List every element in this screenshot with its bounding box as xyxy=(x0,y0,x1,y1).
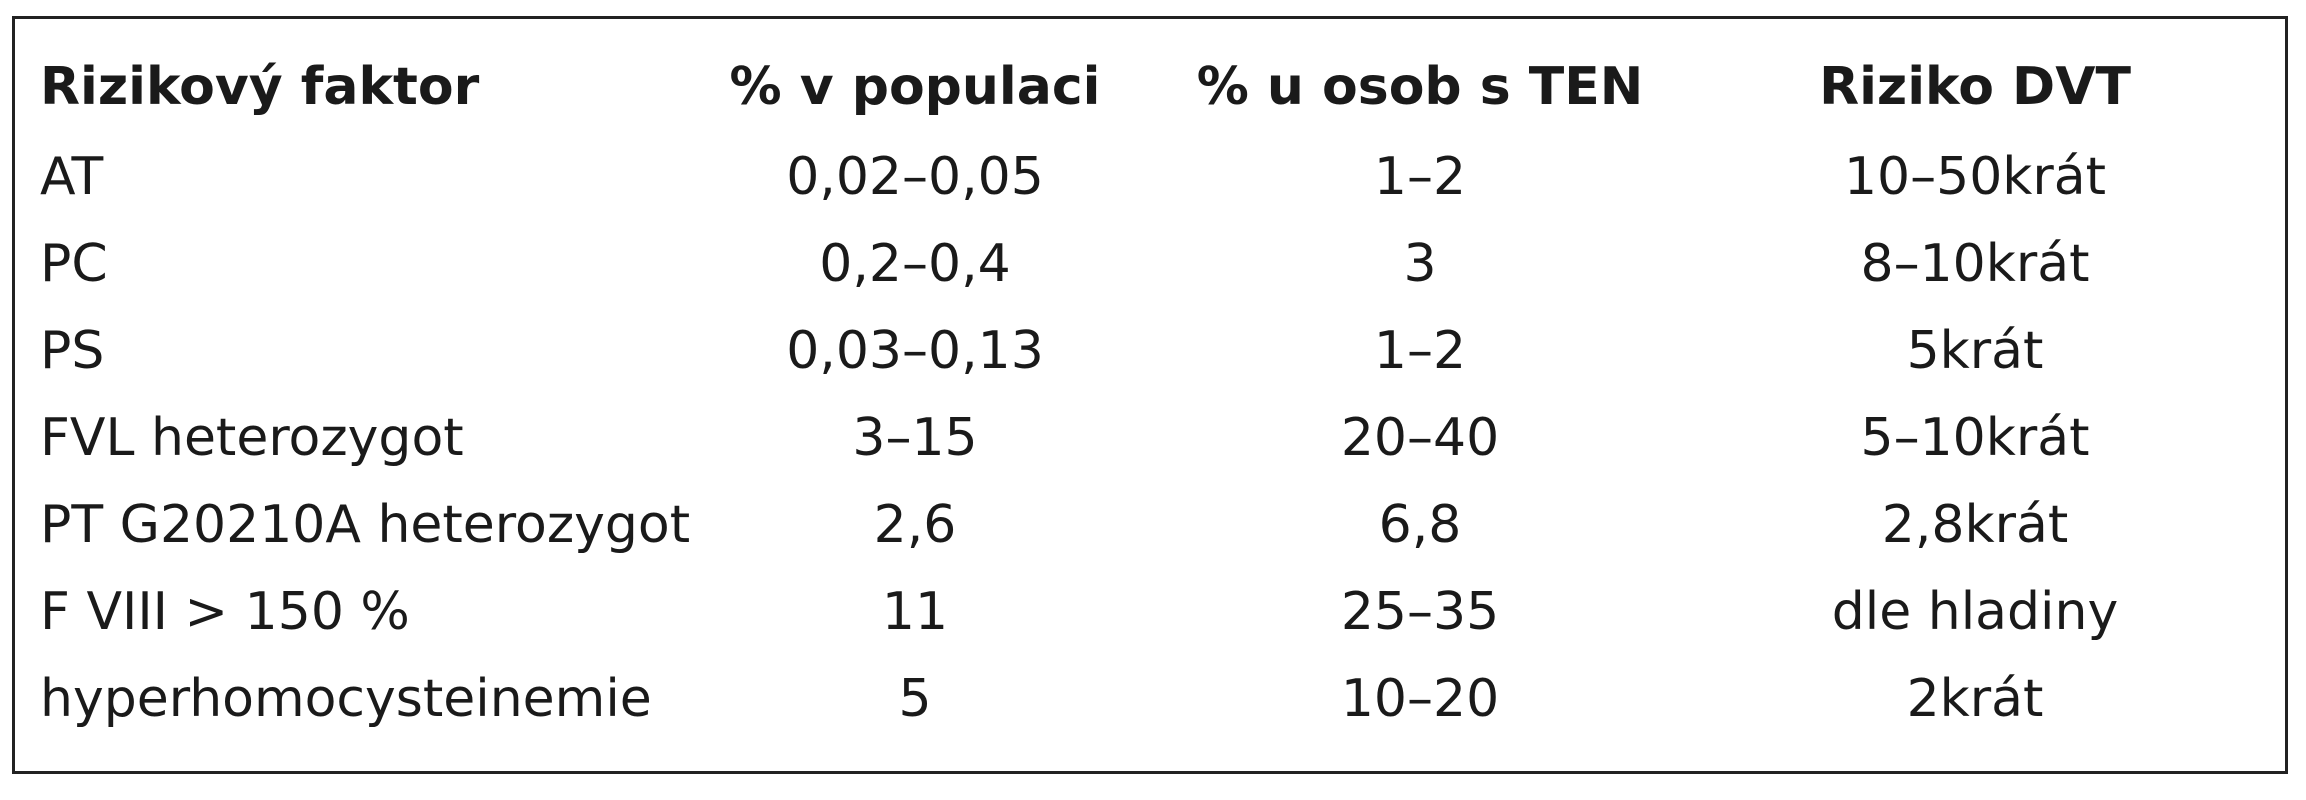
cell-population-percent: 3–15 xyxy=(852,408,978,468)
table-row: FVL heterozygot 3–15 20–40 5–10krát xyxy=(40,395,2240,482)
header-dvt-risk: Riziko DVT xyxy=(1819,56,2131,117)
cell-risk-factor: PT G20210A heterozygot xyxy=(40,495,691,555)
cell-dvt-risk: dle hladiny xyxy=(1831,582,2119,642)
table-header-row: Rizikový faktor % v populaci % u osob s … xyxy=(40,40,2240,134)
cell-population-percent: 11 xyxy=(881,582,949,642)
table-row: AT 0,02–0,05 1–2 10–50krát xyxy=(40,134,2240,221)
cell-dvt-risk: 5krát xyxy=(1906,321,2044,381)
cell-risk-factor: PS xyxy=(40,321,105,381)
cell-dvt-risk: 2krát xyxy=(1906,669,2044,729)
table-row: hyperhomocysteinemie 5 10–20 2krát xyxy=(40,656,2240,743)
header-risk-factor: Rizikový faktor xyxy=(40,56,480,117)
cell-ten-percent: 10–20 xyxy=(1340,669,1500,729)
cell-ten-percent: 25–35 xyxy=(1340,582,1500,642)
table-row: PS 0,03–0,13 1–2 5krát xyxy=(40,308,2240,395)
cell-dvt-risk: 2,8krát xyxy=(1881,495,2069,555)
cell-dvt-risk: 8–10krát xyxy=(1860,234,2090,294)
cell-population-percent: 2,6 xyxy=(873,495,957,555)
cell-ten-percent: 3 xyxy=(1403,234,1437,294)
cell-population-percent: 0,02–0,05 xyxy=(786,147,1044,207)
table-row: PT G20210A heterozygot 2,6 6,8 2,8krát xyxy=(40,482,2240,569)
cell-ten-percent: 20–40 xyxy=(1340,408,1500,468)
cell-risk-factor: F VIII > 150 % xyxy=(40,582,410,642)
risk-factor-table: Rizikový faktor % v populaci % u osob s … xyxy=(40,40,2240,743)
cell-ten-percent: 6,8 xyxy=(1378,495,1462,555)
cell-dvt-risk: 10–50krát xyxy=(1843,147,2107,207)
table-row: PC 0,2–0,4 3 8–10krát xyxy=(40,221,2240,308)
cell-risk-factor: FVL heterozygot xyxy=(40,408,464,468)
table-row: F VIII > 150 % 11 25–35 dle hladiny xyxy=(40,569,2240,656)
cell-risk-factor: AT xyxy=(40,147,104,207)
cell-population-percent: 5 xyxy=(898,669,932,729)
header-population-percent: % v populaci xyxy=(729,56,1101,117)
cell-dvt-risk: 5–10krát xyxy=(1860,408,2090,468)
cell-ten-percent: 1–2 xyxy=(1373,147,1467,207)
table-frame xyxy=(12,16,2288,774)
cell-risk-factor: hyperhomocysteinemie xyxy=(40,669,652,729)
cell-population-percent: 0,03–0,13 xyxy=(786,321,1044,381)
cell-ten-percent: 1–2 xyxy=(1373,321,1467,381)
header-ten-percent: % u osob s TEN xyxy=(1196,56,1644,117)
cell-population-percent: 0,2–0,4 xyxy=(819,234,1011,294)
cell-risk-factor: PC xyxy=(40,234,108,294)
